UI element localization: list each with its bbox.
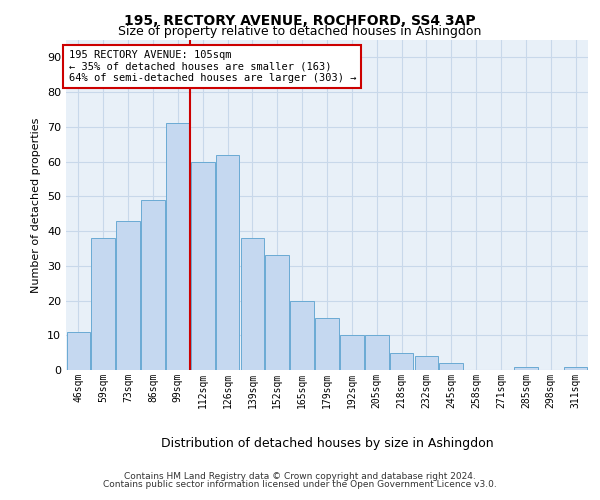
Bar [340, 336, 364, 370]
Bar [67, 332, 90, 370]
Bar [91, 238, 115, 370]
Text: Contains HM Land Registry data © Crown copyright and database right 2024.: Contains HM Land Registry data © Crown c… [124, 472, 476, 481]
Bar [191, 162, 215, 370]
Text: 195 RECTORY AVENUE: 105sqm
← 35% of detached houses are smaller (163)
64% of sem: 195 RECTORY AVENUE: 105sqm ← 35% of deta… [68, 50, 356, 83]
Bar [241, 238, 264, 370]
Text: Contains public sector information licensed under the Open Government Licence v3: Contains public sector information licen… [103, 480, 497, 489]
Bar [439, 363, 463, 370]
Bar [390, 352, 413, 370]
Bar [166, 124, 190, 370]
Bar [265, 256, 289, 370]
Text: Size of property relative to detached houses in Ashingdon: Size of property relative to detached ho… [118, 25, 482, 38]
Bar [290, 300, 314, 370]
Bar [141, 200, 165, 370]
Bar [315, 318, 339, 370]
Bar [514, 366, 538, 370]
Y-axis label: Number of detached properties: Number of detached properties [31, 118, 41, 292]
Text: 195, RECTORY AVENUE, ROCHFORD, SS4 3AP: 195, RECTORY AVENUE, ROCHFORD, SS4 3AP [124, 14, 476, 28]
Bar [216, 154, 239, 370]
Bar [116, 220, 140, 370]
Text: Distribution of detached houses by size in Ashingdon: Distribution of detached houses by size … [161, 438, 493, 450]
Bar [365, 336, 389, 370]
Bar [415, 356, 438, 370]
Bar [564, 366, 587, 370]
